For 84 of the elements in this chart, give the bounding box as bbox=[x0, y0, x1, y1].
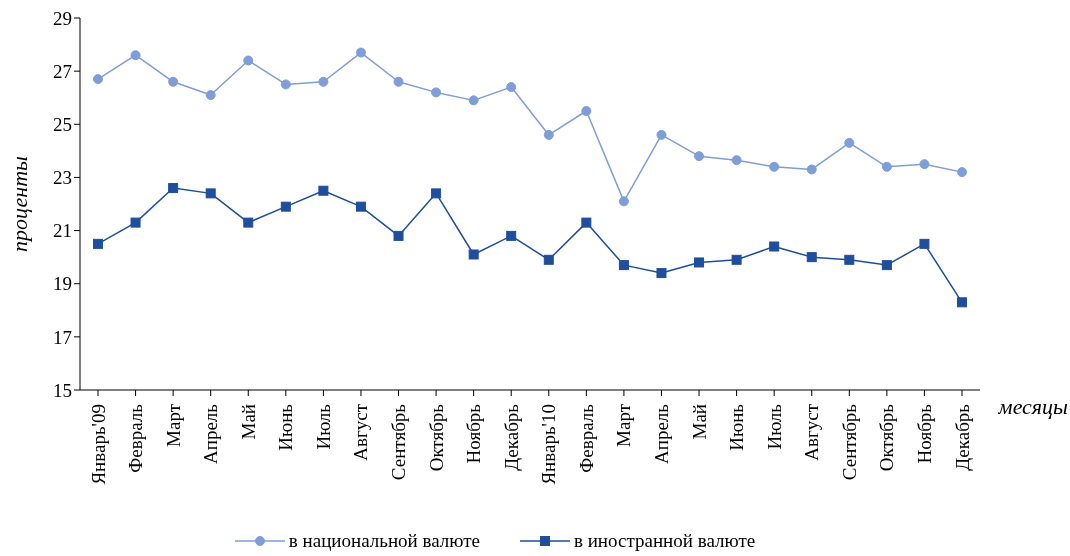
y-tick-label: 17 bbox=[53, 326, 72, 348]
y-tick-label: 21 bbox=[53, 220, 72, 242]
point bbox=[93, 74, 103, 85]
point bbox=[957, 167, 967, 178]
point bbox=[769, 161, 780, 172]
y-tick-label: 25 bbox=[53, 114, 72, 136]
point bbox=[919, 238, 930, 249]
point bbox=[318, 76, 329, 87]
x-tick-label: Декабрь bbox=[500, 403, 522, 471]
x-tick-label: Сентябрь bbox=[838, 403, 860, 481]
point bbox=[243, 217, 254, 228]
point bbox=[355, 201, 366, 212]
point bbox=[806, 164, 817, 175]
point bbox=[694, 151, 705, 162]
point bbox=[355, 47, 366, 58]
point bbox=[393, 230, 404, 241]
point bbox=[881, 260, 892, 271]
point bbox=[431, 87, 442, 98]
point bbox=[431, 188, 442, 199]
y-axis-title: проценты bbox=[6, 155, 32, 253]
point bbox=[280, 201, 291, 212]
x-tick-label: Сентябрь bbox=[388, 403, 410, 481]
x-tick-label: Ноябрь bbox=[913, 403, 935, 464]
point bbox=[656, 129, 667, 140]
x-tick-label: Декабрь bbox=[951, 403, 973, 471]
y-tick-label: 29 bbox=[53, 7, 72, 29]
y-tick-label: 27 bbox=[53, 60, 72, 82]
point bbox=[731, 254, 742, 265]
point bbox=[205, 90, 216, 101]
x-tick-label: Март bbox=[162, 403, 184, 447]
x-tick-label: Январь'09 bbox=[87, 404, 109, 485]
point bbox=[844, 254, 855, 265]
point bbox=[168, 183, 179, 194]
point bbox=[280, 79, 291, 90]
x-tick-label: Июль bbox=[312, 403, 334, 450]
point bbox=[205, 188, 216, 199]
point bbox=[881, 161, 892, 172]
x-tick-label: Июнь bbox=[275, 403, 297, 451]
point bbox=[694, 257, 705, 268]
y-tick-label: 19 bbox=[53, 273, 72, 295]
point bbox=[656, 268, 667, 279]
legend-label: в национальной валюте bbox=[288, 530, 480, 552]
point bbox=[919, 159, 930, 170]
point bbox=[581, 217, 592, 228]
x-tick-label: Февраль bbox=[575, 403, 597, 473]
point bbox=[468, 95, 479, 106]
point bbox=[769, 241, 780, 252]
y-tick-label: 23 bbox=[53, 167, 72, 189]
point bbox=[543, 129, 554, 140]
x-tick-label: Май bbox=[688, 404, 710, 440]
x-tick-label: Август bbox=[801, 403, 823, 461]
point bbox=[318, 185, 329, 196]
point bbox=[468, 249, 479, 260]
point bbox=[618, 196, 629, 207]
point bbox=[957, 297, 967, 308]
point bbox=[506, 230, 517, 241]
point bbox=[130, 50, 141, 61]
x-tick-label: Октябрь bbox=[876, 403, 898, 472]
point bbox=[168, 76, 179, 87]
point bbox=[844, 137, 855, 148]
x-tick-label: Октябрь bbox=[425, 403, 447, 472]
x-axis-title: месяцы bbox=[997, 393, 1069, 419]
point bbox=[93, 238, 103, 249]
x-tick-label: Март bbox=[613, 403, 635, 447]
point bbox=[543, 254, 554, 265]
x-tick-label: Июнь bbox=[726, 403, 748, 451]
point bbox=[506, 82, 517, 93]
point bbox=[618, 260, 629, 271]
x-tick-label: Ноябрь bbox=[463, 403, 485, 464]
x-tick-label: Август bbox=[350, 403, 372, 461]
x-tick-label: Апрель bbox=[200, 403, 222, 464]
x-tick-label: Июль bbox=[763, 403, 785, 450]
point bbox=[806, 252, 817, 263]
point bbox=[243, 55, 254, 66]
x-tick-label: Январь'10 bbox=[538, 404, 560, 485]
point bbox=[393, 76, 404, 87]
point bbox=[130, 217, 141, 228]
x-tick-label: Апрель bbox=[650, 403, 672, 464]
point bbox=[581, 106, 592, 116]
x-tick-label: Май bbox=[237, 404, 259, 440]
y-tick-label: 15 bbox=[53, 379, 72, 401]
x-tick-label: Февраль bbox=[125, 403, 147, 473]
point bbox=[731, 155, 742, 166]
legend-label: в иностранной валюте bbox=[573, 530, 756, 552]
